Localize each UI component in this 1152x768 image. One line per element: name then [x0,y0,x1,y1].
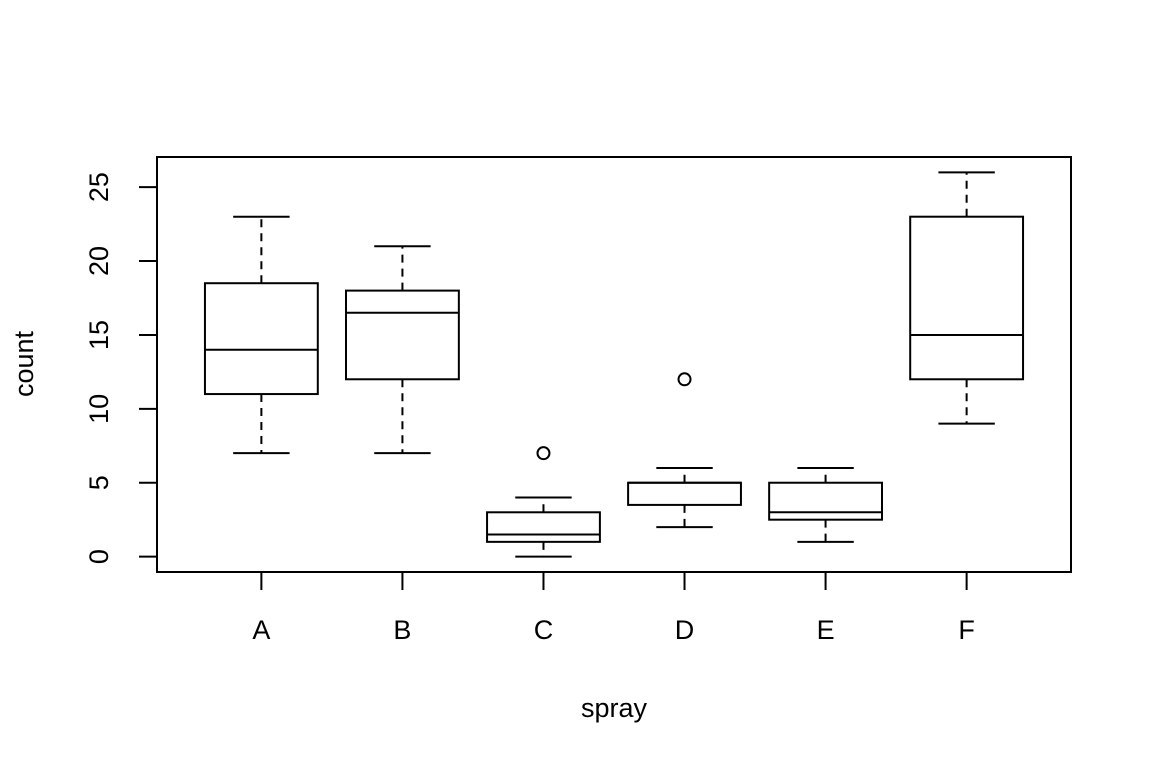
y-tick-label: 0 [84,549,114,564]
x-tick-label: A [252,615,270,645]
box [627,481,742,506]
y-tick-label: 10 [84,394,114,424]
box [203,282,319,396]
box [486,511,601,543]
box [345,289,460,381]
y-axis-label: count [9,330,39,397]
box [909,215,1025,381]
y-tick-label: 20 [84,246,114,276]
y-tick-label: 25 [84,172,114,202]
x-tick-label: B [393,615,411,645]
box [768,481,883,521]
y-tick-label: 15 [84,320,114,350]
plot-frame [156,156,1072,573]
x-tick-label: C [534,615,554,645]
outlier [677,372,692,387]
y-tick-label: 5 [84,475,114,490]
x-tick-label: F [958,615,975,645]
x-tick-label: D [675,615,695,645]
x-tick-label: E [817,615,835,645]
x-axis-label: spray [581,693,648,723]
outlier [536,446,551,461]
